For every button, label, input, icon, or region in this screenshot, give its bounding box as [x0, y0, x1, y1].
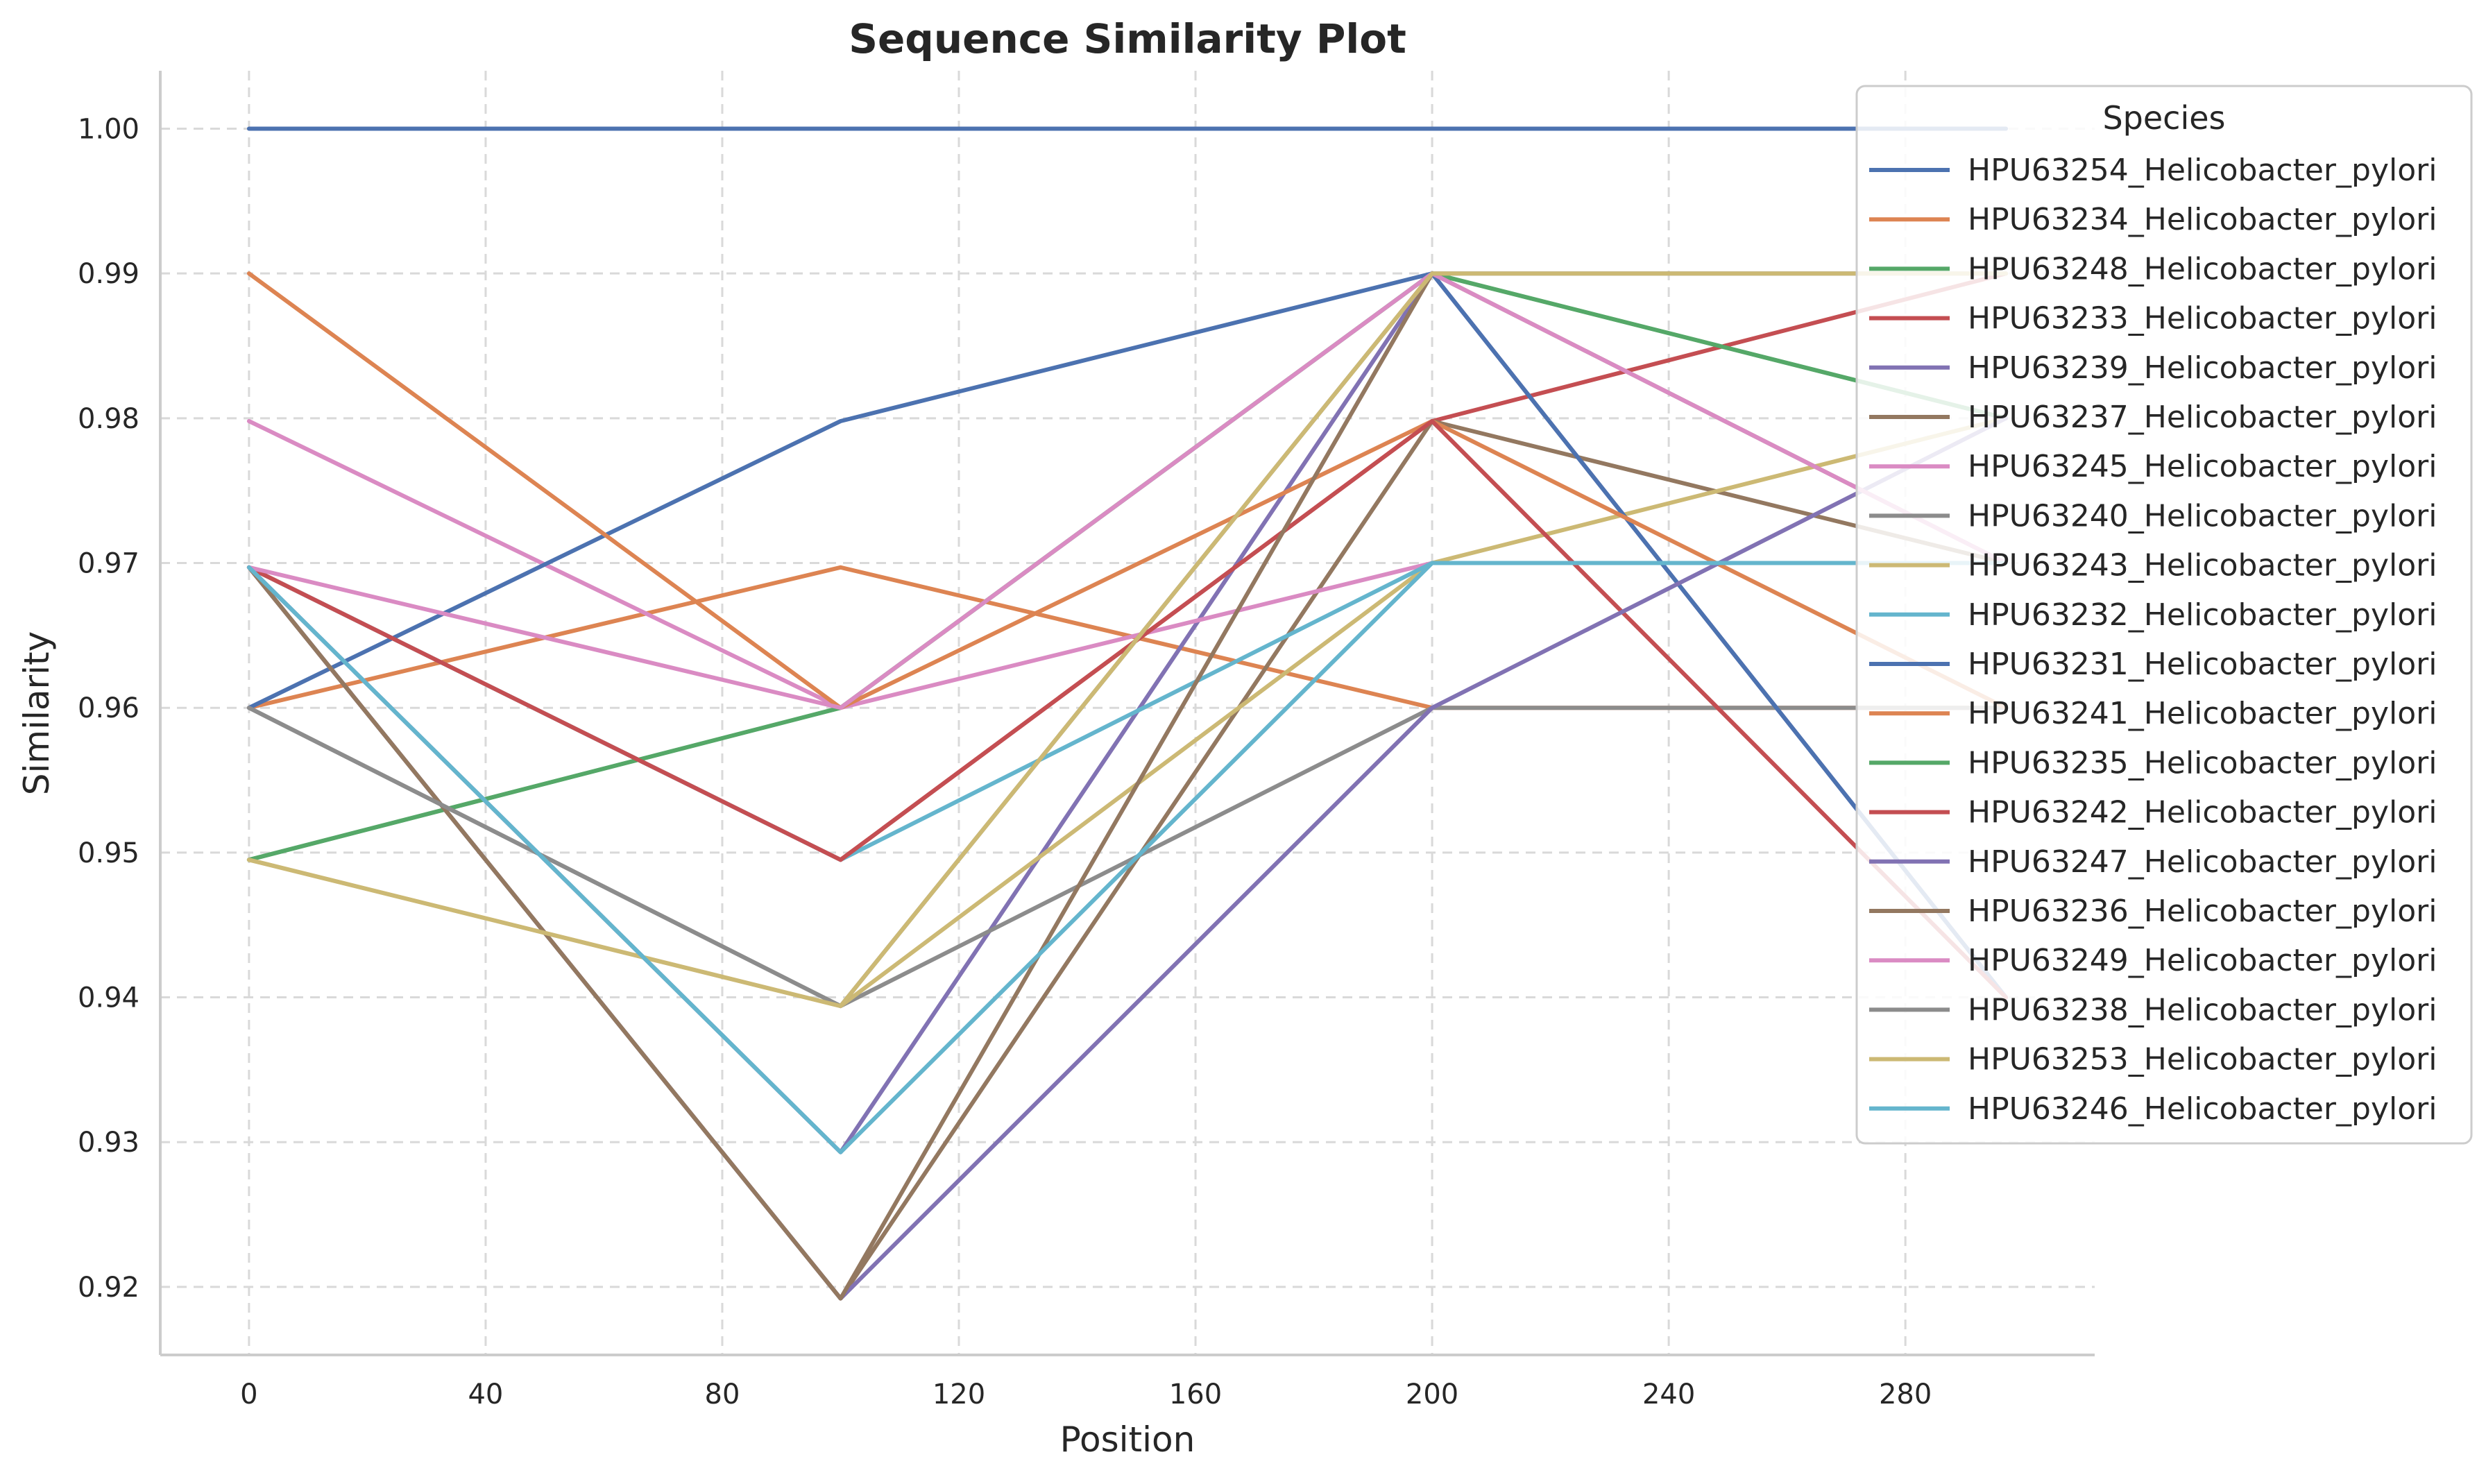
y-tick-label: 0.94 — [78, 982, 139, 1014]
series-line — [246, 271, 2009, 1009]
y-tick-label: 0.97 — [78, 548, 139, 580]
y-tick-label: 0.99 — [78, 258, 139, 290]
series-lines — [246, 126, 2009, 1301]
x-tick-label: 200 — [1406, 1379, 1458, 1410]
y-tick-label: 0.95 — [78, 837, 139, 869]
legend-label: HPU63247_Helicobacter_pylori — [1968, 844, 2437, 880]
x-tick-label: 280 — [1879, 1379, 1932, 1410]
legend-label: HPU63240_Helicobacter_pylori — [1968, 498, 2437, 534]
y-axis-label: Similarity — [17, 631, 57, 795]
legend-label: HPU63237_Helicobacter_pylori — [1968, 400, 2437, 435]
legend-box — [1855, 85, 2473, 1145]
y-tick-label: 0.98 — [78, 403, 139, 435]
series-line — [246, 271, 2009, 1000]
y-tick-label: 0.96 — [78, 692, 139, 724]
x-tick-label: 240 — [1642, 1379, 1695, 1410]
x-tick-label: 80 — [705, 1379, 740, 1410]
legend-label: HPU63242_Helicobacter_pylori — [1968, 795, 2437, 830]
legend-label: HPU63253_Helicobacter_pylori — [1968, 1042, 2437, 1077]
series-line — [246, 561, 2009, 1154]
legend-label: HPU63236_Helicobacter_pylori — [1968, 894, 2437, 929]
legend-label: HPU63241_Helicobacter_pylori — [1968, 696, 2437, 731]
legend-label: HPU63246_Helicobacter_pylori — [1968, 1091, 2437, 1127]
y-tick-label: 1.00 — [78, 113, 139, 145]
legend-label: HPU63235_Helicobacter_pylori — [1968, 745, 2437, 781]
series-line — [246, 271, 2009, 710]
legend-label: HPU63249_Helicobacter_pylori — [1968, 943, 2437, 978]
x-axis-label: Position — [1060, 1419, 1195, 1460]
y-tick-label: 0.93 — [78, 1127, 139, 1159]
legend-label: HPU63239_Helicobacter_pylori — [1968, 350, 2437, 386]
legend-label: HPU63232_Helicobacter_pylori — [1968, 597, 2437, 633]
legend-label: HPU63238_Helicobacter_pylori — [1968, 992, 2437, 1027]
legend-label: HPU63245_Helicobacter_pylori — [1968, 449, 2437, 484]
chart-title: Sequence Similarity Plot — [849, 15, 1406, 62]
legend-title: Species — [2102, 99, 2225, 137]
legend-label: HPU63231_Helicobacter_pylori — [1968, 647, 2437, 682]
legend-label: HPU63248_Helicobacter_pylori — [1968, 251, 2437, 287]
x-tick-label: 120 — [933, 1379, 985, 1410]
legend-label: HPU63254_Helicobacter_pylori — [1968, 153, 2437, 188]
axes — [159, 71, 2095, 1356]
legend-items: HPU63254_Helicobacter_pylori HPU63234_Hel… — [1869, 153, 2437, 1127]
x-tick-label: 40 — [468, 1379, 503, 1410]
x-tick-label: 0 — [240, 1379, 257, 1410]
y-tick-label: 0.92 — [78, 1272, 139, 1304]
legend: Species HPU63254_Helicobacter_pyloriHPU6… — [1855, 85, 2473, 1145]
legend-label: HPU63243_Helicobacter_pylori — [1968, 548, 2437, 583]
tick-labels: 0 40 80 120 160 200 240 280 0.92 0.93 0.94 0.95 0.96… — [78, 113, 1932, 1410]
legend-label: HPU63234_Helicobacter_pylori — [1968, 202, 2437, 237]
legend-label: HPU63233_Helicobacter_pylori — [1968, 301, 2437, 336]
x-tick-label: 160 — [1169, 1379, 1222, 1410]
